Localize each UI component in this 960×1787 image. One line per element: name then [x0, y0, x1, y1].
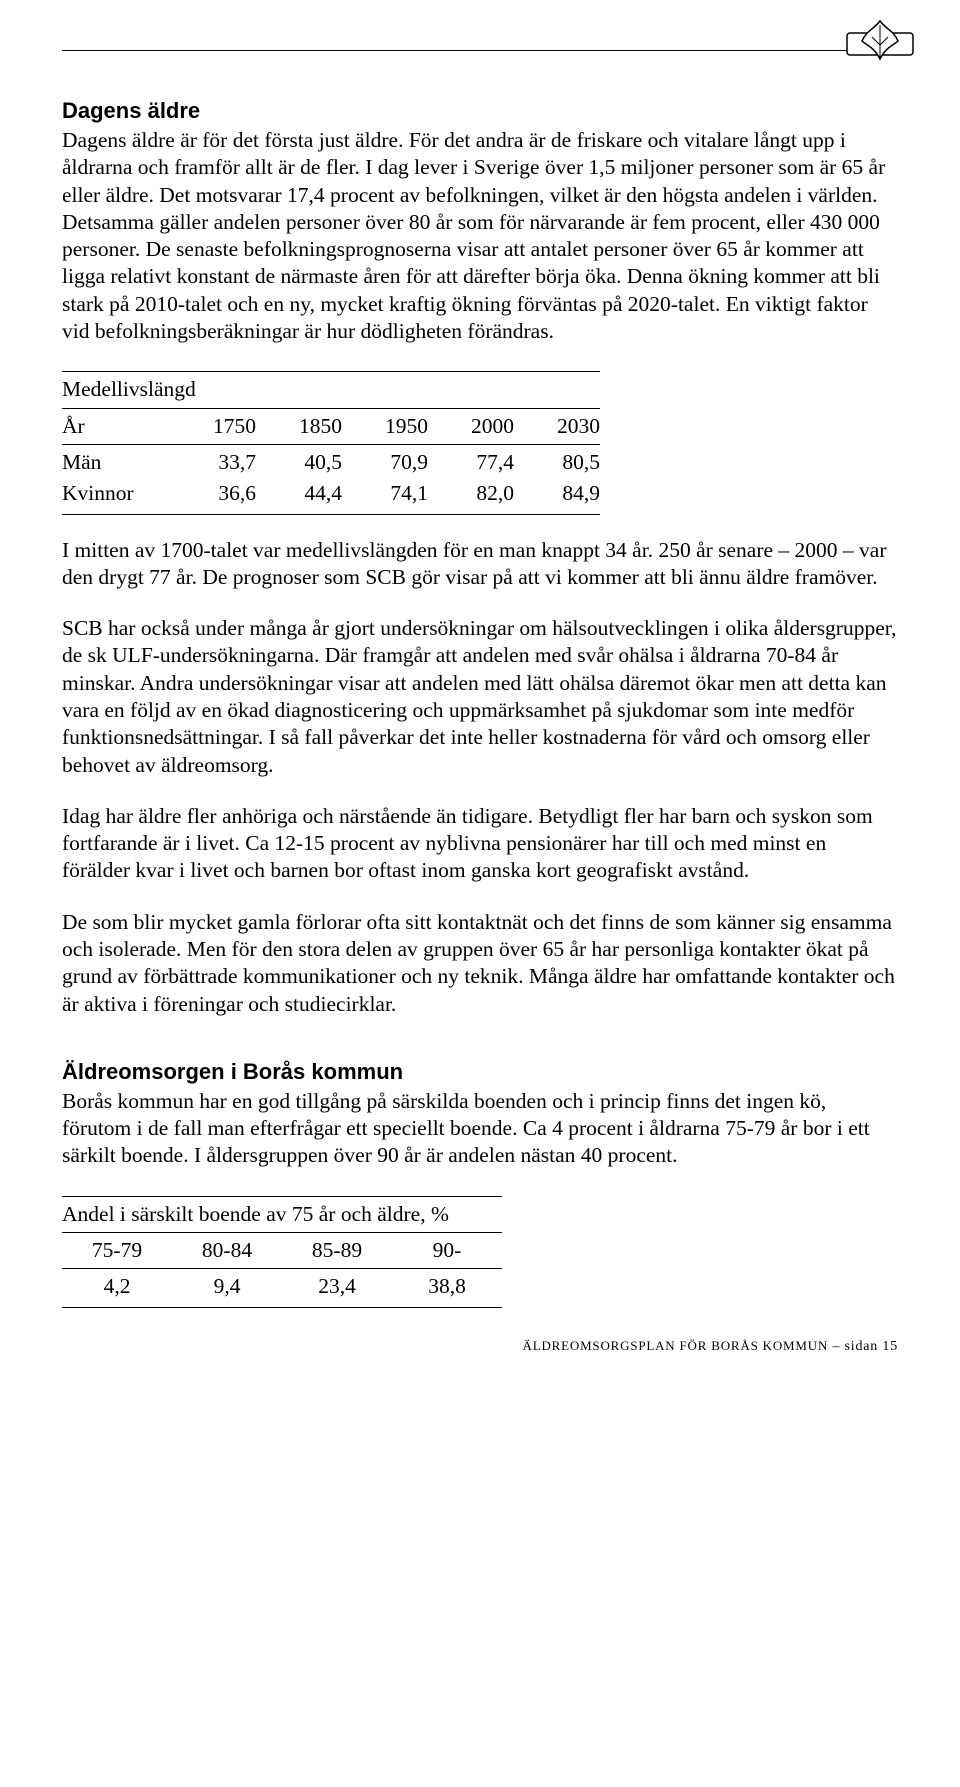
leaf-logo-icon: [844, 15, 916, 73]
col-head: 2000: [428, 408, 514, 444]
table-caption: Medellivslängd: [62, 372, 600, 408]
paragraph: Idag har äldre fler anhöriga och närståe…: [62, 803, 898, 885]
cell: 36,6: [170, 478, 256, 514]
cell: 74,1: [342, 478, 428, 514]
paragraph: SCB har också under många år gjort under…: [62, 615, 898, 779]
col-head: 1750: [170, 408, 256, 444]
table-sarskilt-boende: Andel i särskilt boende av 75 år och äld…: [62, 1196, 502, 1308]
cell: 82,0: [428, 478, 514, 514]
row-label: Kvinnor: [62, 478, 170, 514]
paragraph: I mitten av 1700-talet var medellivsläng…: [62, 537, 898, 592]
row-label: Män: [62, 444, 170, 478]
table-caption: Andel i särskilt boende av 75 år och äld…: [62, 1196, 502, 1232]
paragraph: Dagens äldre är för det första just äldr…: [62, 127, 898, 345]
cell: 84,9: [514, 478, 600, 514]
col-head: 75-79: [62, 1233, 172, 1269]
cell: 9,4: [172, 1269, 282, 1307]
cell: 33,7: [170, 444, 256, 478]
cell: 70,9: [342, 444, 428, 478]
top-rule: [62, 50, 898, 51]
footer-page: – sidan 15: [828, 1339, 898, 1354]
cell: 4,2: [62, 1269, 172, 1307]
col-head: 1850: [256, 408, 342, 444]
page-footer: ÄLDREOMSORGSPLAN FÖR BORÅS KOMMUN – sida…: [62, 1338, 898, 1356]
col-head: 80-84: [172, 1233, 282, 1269]
col-head: År: [62, 408, 170, 444]
col-head: 1950: [342, 408, 428, 444]
cell: 23,4: [282, 1269, 392, 1307]
cell: 77,4: [428, 444, 514, 478]
cell: 40,5: [256, 444, 342, 478]
cell: 44,4: [256, 478, 342, 514]
paragraph: Borås kommun har en god tillgång på särs…: [62, 1088, 898, 1170]
heading-dagens-aldre: Dagens äldre: [62, 97, 898, 125]
heading-aldreomsorgen: Äldreomsorgen i Borås kommun: [62, 1058, 898, 1086]
col-head: 85-89: [282, 1233, 392, 1269]
col-head: 2030: [514, 408, 600, 444]
table-medellivslangd: Medellivslängd År 1750 1850 1950 2000 20…: [62, 371, 600, 514]
col-head: 90-: [392, 1233, 502, 1269]
cell: 80,5: [514, 444, 600, 478]
cell: 38,8: [392, 1269, 502, 1307]
footer-title: ÄLDREOMSORGSPLAN FÖR BORÅS KOMMUN: [523, 1338, 829, 1353]
paragraph: De som blir mycket gamla förlorar ofta s…: [62, 909, 898, 1018]
